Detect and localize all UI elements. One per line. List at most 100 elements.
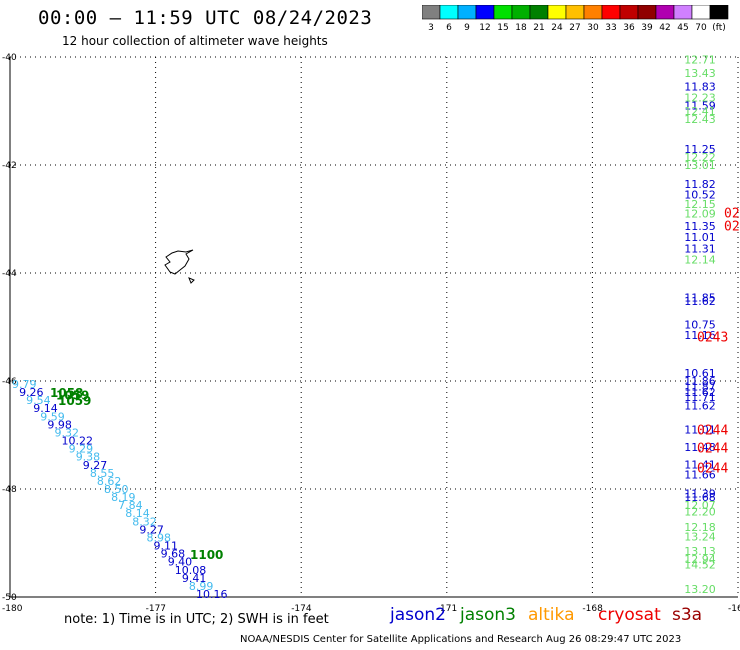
satellite-cryosat: cryosat — [598, 605, 661, 625]
wave-height-value: 9.14 — [33, 402, 58, 415]
wave-height-value: 10.75 — [684, 318, 716, 331]
wave-height-value: 9.54 — [26, 394, 51, 407]
wave-height-value: 9.98 — [47, 418, 71, 431]
longitude-label: -180 — [2, 604, 23, 614]
wave-height-value: 9.59 — [40, 410, 65, 423]
wave-height-value: 13.01 — [684, 159, 716, 172]
wave-height-value: 14.52 — [684, 559, 716, 572]
wave-height-value: 11.82 — [684, 178, 716, 191]
wave-height-value: 11.85 — [684, 291, 716, 304]
color-scale-label: 36 — [623, 23, 635, 33]
wave-height-value: 10.16 — [196, 588, 228, 601]
wave-height-value: 11.16 — [684, 329, 716, 342]
wave-height-value: 9.27 — [139, 523, 164, 536]
islet-outline — [188, 277, 195, 284]
wave-height-value: 12.20 — [684, 506, 716, 519]
wave-height-value: 13.43 — [684, 67, 716, 80]
cryosat-pass-time: 02 — [724, 219, 740, 234]
wave-height-value: 11.62 — [684, 386, 716, 399]
wave-height-value: 9.27 — [83, 459, 108, 472]
color-scale-label: 70 — [695, 23, 707, 33]
color-scale-label: 9 — [464, 23, 470, 33]
color-scale-label: 33 — [605, 23, 616, 33]
wave-height-value: 12.23 — [684, 92, 716, 105]
satellite-jason2: jason2 — [390, 605, 446, 625]
color-scale-legend: 3 6 9 12 15 18 21 24 27 30 33 36 39 42 45 70 (ft) — [422, 5, 729, 33]
wave-height-value: 9.26 — [19, 386, 44, 399]
latitude-label: -48 — [2, 485, 17, 495]
latitude-label: -46 — [2, 377, 17, 387]
latitude-label: -44 — [2, 269, 17, 279]
wave-height-value: 12.22 — [684, 151, 716, 164]
wave-height-value: 11.25 — [684, 143, 716, 156]
wave-height-value: 8.19 — [111, 491, 136, 504]
latitude-label: -42 — [2, 161, 17, 171]
wave-height-value: 8.50 — [104, 483, 129, 496]
color-swatch — [709, 5, 729, 20]
cryosat-pass-time: 0244 — [697, 441, 728, 456]
wave-height-value: 12.15 — [684, 198, 716, 211]
wave-height-value: 11.01 — [684, 231, 716, 244]
wave-height-value: 11.62 — [684, 399, 716, 412]
wave-height-value: 12.07 — [684, 499, 716, 512]
cryosat-pass-time: 0243 — [697, 331, 728, 346]
wave-height-value: 9.79 — [12, 378, 37, 391]
color-scale-label: 45 — [677, 23, 688, 33]
wave-height-value: 8.62 — [97, 475, 122, 488]
cryosat-pass-time: 02 — [724, 207, 740, 222]
wave-height-value: 9.29 — [69, 443, 94, 456]
satellite-altika: altika — [528, 605, 575, 625]
color-scale-label: 6 — [446, 23, 452, 33]
wave-height-value: 9.68 — [161, 548, 186, 561]
longitude-label: -165 — [728, 604, 740, 614]
wave-height-value: 11.66 — [684, 468, 716, 481]
wave-height-value: 12.71 — [684, 54, 716, 67]
wave-height-value: 7.84 — [118, 499, 142, 512]
wave-height-value: 13.20 — [684, 583, 716, 596]
wave-height-value: 9.38 — [76, 451, 101, 464]
wave-height-value: 11.39 — [684, 487, 716, 500]
longitude-label: -177 — [146, 604, 166, 614]
wave-height-value: 9.40 — [168, 556, 193, 569]
wave-height-value: 11.41 — [684, 459, 716, 472]
wave-height-value: 8.14 — [125, 507, 150, 520]
wave-height-value: 12.94 — [684, 553, 716, 566]
wave-height-value: 12.18 — [684, 521, 716, 534]
jason3-pass-time: 1059 — [56, 389, 89, 403]
wave-height-value: 10.08 — [175, 564, 207, 577]
wave-height-value: 11.87 — [684, 380, 716, 393]
color-scale-label: 18 — [515, 23, 527, 33]
color-scale-label: 21 — [533, 23, 544, 33]
wave-height-value: 9.32 — [54, 426, 79, 439]
color-scale-label: 3 — [428, 23, 434, 33]
jason3-pass-time: 1100 — [190, 548, 223, 562]
wave-height-value: 11.01 — [684, 424, 716, 437]
longitude-label: -168 — [582, 604, 603, 614]
wave-height-value: 12.14 — [684, 254, 716, 267]
jason3-pass-time: 1059 — [58, 394, 91, 408]
color-scale-label: 42 — [659, 23, 670, 33]
color-scale-label: 12 — [479, 23, 490, 33]
wave-height-value: 12.43 — [684, 113, 716, 126]
color-scale-label: 24 — [551, 23, 563, 33]
wave-height-value: 8.32 — [132, 515, 157, 528]
color-scale-label: 30 — [587, 23, 599, 33]
wave-height-value: 11.48 — [684, 441, 716, 454]
latitude-label: -50 — [2, 593, 17, 603]
wave-height-value: 10.22 — [62, 435, 94, 448]
longitude-label: -171 — [437, 604, 457, 614]
island-outline — [164, 249, 194, 275]
color-scale-label: 15 — [497, 23, 508, 33]
jason3-pass-time: 1058 — [50, 386, 83, 400]
wave-height-value: 8.55 — [90, 467, 115, 480]
wave-height-value: 8.98 — [146, 531, 171, 544]
wave-height-value: 11.71 — [684, 391, 716, 404]
wave-height-value: 8.99 — [189, 580, 214, 593]
map-subtitle: 12 hour collection of altimeter wave hei… — [62, 34, 328, 48]
wave-height-value: 9.41 — [182, 572, 207, 585]
wave-height-value: 11.59 — [684, 100, 716, 113]
cryosat-pass-time: 0244 — [697, 424, 728, 439]
footer-credit: NOAA/NESDIS Center for Satellite Applica… — [240, 634, 682, 645]
color-scale-label: 39 — [641, 23, 653, 33]
wave-height-value: 11.86 — [684, 375, 716, 388]
